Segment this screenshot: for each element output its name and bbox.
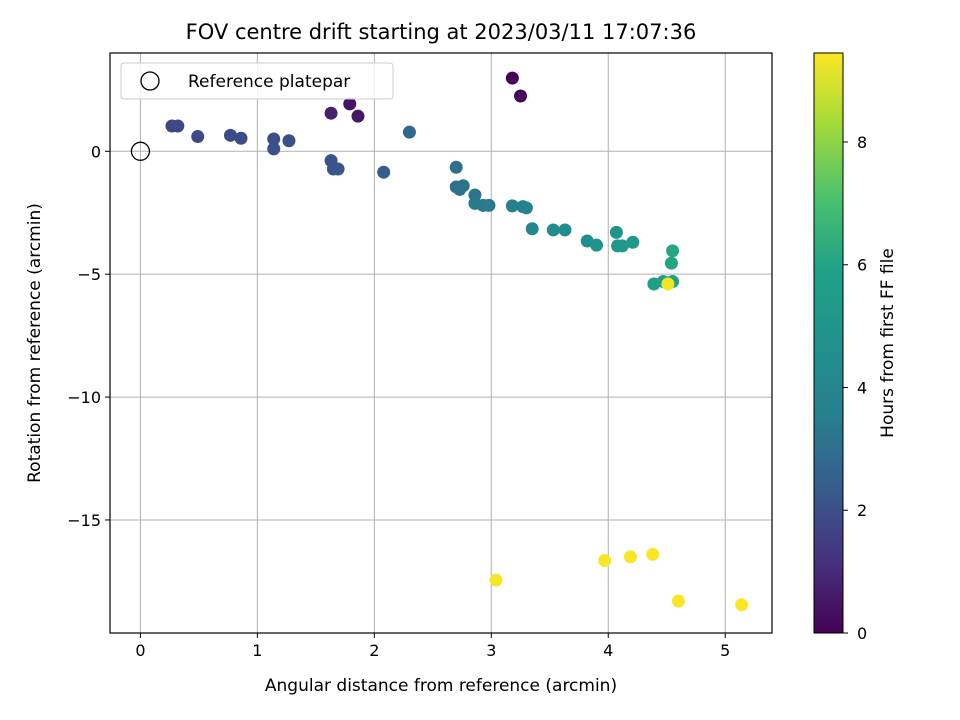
scatter-point — [402, 125, 416, 139]
scatter-point — [664, 256, 678, 270]
x-tick-label: 4 — [603, 641, 613, 660]
scatter-point — [558, 223, 572, 237]
colorbar-gradient — [813, 52, 844, 634]
scatter-point — [234, 131, 248, 145]
scatter-point — [646, 547, 660, 561]
y-tick-label: −10 — [67, 388, 101, 407]
chart-title: FOV centre drift starting at 2023/03/11 … — [186, 20, 697, 44]
scatter-point — [525, 222, 539, 236]
scatter-point — [671, 594, 685, 608]
scatter-point — [590, 238, 604, 252]
x-axis-label: Angular distance from reference (arcmin) — [265, 676, 617, 696]
colorbar-tick-label: 0 — [857, 624, 867, 643]
x-axis: 0 1 2 3 4 5 — [135, 633, 730, 660]
scatter-point — [666, 244, 680, 258]
scatter-point — [331, 162, 345, 176]
x-tick-label: 1 — [252, 641, 262, 660]
y-tick-label: 0 — [91, 142, 101, 161]
scatter-point — [324, 106, 338, 120]
x-tick-label: 3 — [486, 641, 496, 660]
colorbar-ticks: 0 2 4 6 8 — [843, 133, 867, 643]
scatter-point — [456, 179, 470, 193]
y-axis-label: Rotation from reference (arcmin) — [25, 203, 45, 483]
scatter-point — [546, 223, 560, 237]
legend-box — [120, 62, 394, 100]
x-tick-label: 5 — [720, 641, 730, 660]
scatter-point — [661, 277, 675, 291]
colorbar-tick-label: 6 — [857, 256, 867, 275]
scatter-point — [489, 573, 503, 587]
scatter-point — [351, 109, 365, 123]
scatter-point — [482, 198, 496, 212]
grid — [110, 53, 772, 633]
colorbar-tick-label: 2 — [857, 501, 867, 520]
scatter-point — [223, 128, 237, 142]
scatter-point — [623, 550, 637, 564]
colorbar-tick-label: 8 — [857, 133, 867, 152]
legend: Reference platepar — [120, 62, 394, 100]
scatter-points — [130, 71, 749, 612]
scatter-point — [609, 225, 623, 239]
x-tick-label: 0 — [135, 641, 145, 660]
scatter-point — [171, 119, 185, 133]
scatter-point — [267, 132, 281, 146]
y-tick-label: −5 — [77, 265, 101, 284]
scatter-point — [191, 130, 205, 144]
scatter-point — [735, 598, 749, 612]
scatter-point — [505, 199, 519, 213]
scatter-point — [514, 89, 528, 103]
scatter-point — [615, 239, 629, 253]
colorbar-label: Hours from first FF file — [878, 248, 898, 438]
scatter-point — [343, 97, 357, 111]
plot-frame — [109, 52, 773, 634]
x-tick-label: 2 — [369, 641, 379, 660]
scatter-point — [519, 201, 533, 215]
scatter-point — [449, 160, 463, 174]
colorbar: 0 2 4 6 8 Hours from first FF file — [813, 52, 898, 643]
y-axis: 0 −5 −10 −15 — [67, 142, 110, 530]
scatter-point — [505, 71, 519, 85]
y-tick-label: −15 — [67, 511, 101, 530]
scatter-point — [377, 165, 391, 179]
reference-platepar-marker — [130, 141, 151, 161]
scatter-point — [626, 235, 640, 249]
scatter-point — [282, 134, 296, 148]
scatter-point — [598, 554, 612, 567]
colorbar-tick-label: 4 — [857, 378, 867, 397]
legend-marker-open-circle — [140, 71, 160, 91]
scatter-point — [267, 142, 281, 156]
legend-label: Reference platepar — [188, 72, 350, 92]
